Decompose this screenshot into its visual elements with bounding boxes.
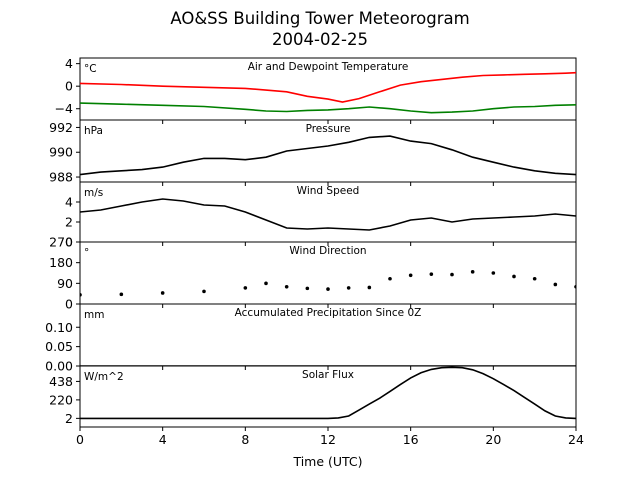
data-point <box>450 272 454 277</box>
x-tick-label: 20 <box>485 432 501 447</box>
data-point <box>491 271 496 275</box>
y-tick-label: 2 <box>65 411 73 426</box>
y-tick-label: 992 <box>49 120 73 135</box>
panel-title: Solar Flux <box>302 369 354 381</box>
panel-1: −4 0 4 °C Air and Dewpoint Temperature <box>55 56 577 124</box>
y-tick-label: 990 <box>49 145 73 160</box>
series-1-line <box>80 366 576 420</box>
y-tick-label: 180 <box>49 255 73 270</box>
panel-title: Wind Speed <box>297 185 360 197</box>
x-tick-label: 8 <box>241 432 249 447</box>
panel-unit: hPa <box>84 125 103 137</box>
y-tick-label: 0.05 <box>45 339 73 354</box>
data-point <box>326 287 330 291</box>
data-point <box>512 274 516 279</box>
x-tick-label: 4 <box>159 432 167 447</box>
figure-title-line2: 2004-02-25 <box>272 30 368 49</box>
y-tick-label: 0.00 <box>45 359 73 374</box>
data-point <box>470 270 475 274</box>
y-tick-label: 270 <box>49 235 73 250</box>
y-tick-label: 0 <box>65 297 73 312</box>
data-point <box>202 289 206 294</box>
y-tick-label: −4 <box>55 101 73 116</box>
data-point <box>346 286 351 290</box>
data-point <box>284 284 289 289</box>
x-axis-label: Time (UTC) <box>292 454 362 469</box>
x-tick-label: 0 <box>76 432 84 447</box>
panel-3: 0 2 4 m/s Wind Speed <box>65 181 577 250</box>
y-tick-label: 0.10 <box>45 320 73 335</box>
panel-unit: W/m^2 <box>84 371 124 383</box>
series-2-line <box>80 102 576 114</box>
y-tick-label: 90 <box>57 276 73 291</box>
panel-5: 0.00 0.05 0.10 mm Accumulated Precipitation … <box>45 303 577 374</box>
y-tick-label: 0 <box>65 235 73 250</box>
data-point <box>264 281 268 286</box>
panel-2: 988 990 992 hPa Pressure <box>49 119 577 186</box>
panel-title: Wind Direction <box>289 245 366 257</box>
series-1-line <box>80 135 576 176</box>
series-1-line <box>80 198 576 231</box>
series-1-line <box>80 71 576 103</box>
panels-group: −4 0 4 °C Air and Dewpoint Temperature 988 990… <box>45 56 584 447</box>
data-point <box>388 276 392 281</box>
x-tick-label: 24 <box>568 432 584 447</box>
panel-unit: °C <box>84 63 97 75</box>
panel-title: Air and Dewpoint Temperature <box>248 61 409 73</box>
data-point <box>305 286 310 291</box>
data-point <box>367 285 372 290</box>
panel-unit: ° <box>84 247 89 259</box>
data-point <box>553 282 558 287</box>
data-point <box>574 284 576 289</box>
panel-4: 0 90 180 270 ° Wind Direction <box>49 235 577 312</box>
y-tick-label: 988 <box>49 170 73 185</box>
y-tick-label: 4 <box>65 195 73 210</box>
panel-6: 2 220 438 W/m^2 Solar Flux 0 4 8 12 16 20 24 <box>49 365 584 447</box>
panel-title: Pressure <box>306 123 351 135</box>
x-tick-label: 16 <box>403 432 419 447</box>
data-point <box>80 293 82 297</box>
data-point <box>243 286 248 290</box>
data-point <box>119 292 124 297</box>
y-tick-label: 2 <box>65 215 73 230</box>
x-tick-label: 12 <box>320 432 336 447</box>
data-point <box>429 272 434 276</box>
series-1-points <box>80 270 576 297</box>
data-point <box>160 291 165 295</box>
data-point <box>408 273 413 278</box>
figure-title-line1: AO&SS Building Tower Meteorogram <box>170 9 469 28</box>
y-tick-label: 438 <box>49 374 73 389</box>
panel-title: Accumulated Precipitation Since 0Z <box>235 307 422 319</box>
data-point <box>532 276 537 281</box>
y-tick-label: 0 <box>65 79 73 94</box>
panel-unit: mm <box>84 309 104 321</box>
y-tick-label: 220 <box>49 392 73 407</box>
y-tick-label: 4 <box>65 56 73 71</box>
panel-unit: m/s <box>84 187 103 199</box>
